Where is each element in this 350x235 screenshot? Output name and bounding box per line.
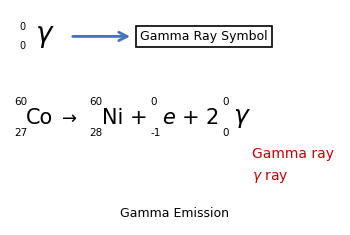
Text: Gamma Emission: Gamma Emission	[120, 207, 230, 220]
Text: 0: 0	[222, 128, 229, 138]
Text: $\gamma$: $\gamma$	[233, 106, 251, 129]
Text: $\gamma$: $\gamma$	[35, 22, 55, 51]
Text: 28: 28	[89, 128, 103, 138]
Text: +: +	[130, 107, 147, 128]
Text: 0: 0	[222, 97, 229, 107]
Text: 2: 2	[206, 107, 219, 128]
Text: Gamma Ray Symbol: Gamma Ray Symbol	[140, 30, 268, 43]
Text: 60: 60	[89, 97, 102, 107]
Text: 0: 0	[19, 22, 25, 32]
Text: $e$: $e$	[162, 107, 176, 128]
Text: Co: Co	[26, 107, 54, 128]
Text: -1: -1	[150, 128, 161, 138]
Text: $\rightarrow$: $\rightarrow$	[58, 109, 78, 126]
Text: Gamma ray: Gamma ray	[252, 147, 334, 161]
Text: 27: 27	[14, 128, 27, 138]
Text: 60: 60	[14, 97, 27, 107]
Text: Ni: Ni	[102, 107, 124, 128]
Text: 0: 0	[19, 41, 25, 51]
Text: $\gamma$ ray: $\gamma$ ray	[252, 169, 289, 185]
Text: 0: 0	[150, 97, 157, 107]
Text: +: +	[182, 107, 199, 128]
